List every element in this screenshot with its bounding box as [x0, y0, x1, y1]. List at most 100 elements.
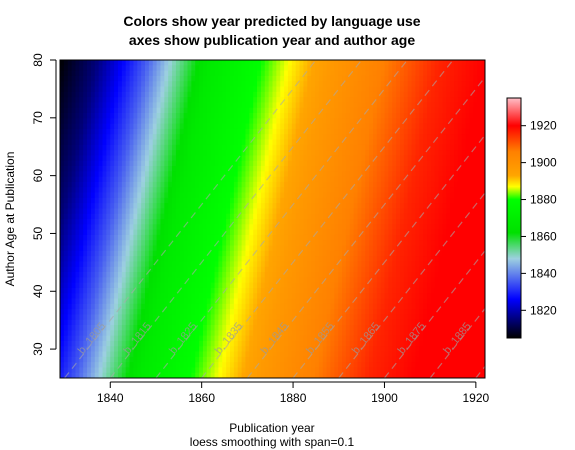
heatmap-cell [121, 81, 127, 88]
heatmap-cell [187, 234, 192, 241]
heatmap-cell [214, 97, 220, 103]
heatmap-cell [442, 160, 447, 167]
heatmap-cell [372, 134, 378, 141]
heatmap-cell [345, 208, 351, 215]
heatmap-cell [384, 113, 390, 119]
heatmap-cell [233, 234, 239, 241]
heatmap-cell [214, 266, 220, 273]
heatmap-cell [110, 287, 115, 294]
heatmap-cell [226, 139, 231, 146]
heatmap-cell [187, 245, 192, 252]
heatmap-cell [299, 203, 305, 209]
heatmap-cell [311, 123, 316, 130]
heatmap-cell [384, 240, 390, 247]
heatmap-cell [338, 144, 343, 151]
heatmap-cell [307, 203, 312, 209]
heatmap-cell [457, 197, 463, 204]
heatmap-cell [114, 282, 119, 289]
heatmap-cell [446, 187, 451, 194]
heatmap-cell [322, 234, 328, 241]
heatmap-cell [380, 181, 386, 188]
heatmap-cell [253, 166, 258, 172]
heatmap-cell [179, 272, 185, 278]
heatmap-cell [264, 261, 270, 268]
heatmap-cell [365, 75, 370, 82]
heatmap-cell [175, 107, 181, 114]
heatmap-cell [392, 245, 397, 252]
heatmap-cell [473, 97, 478, 103]
heatmap-cell [365, 256, 370, 262]
heatmap-cell [268, 187, 274, 194]
heatmap-cell [403, 166, 409, 172]
heatmap-cell [268, 208, 274, 215]
heatmap-cell [407, 134, 413, 141]
heatmap-cell [187, 250, 192, 257]
heatmap-cell [218, 245, 223, 252]
heatmap-cell [245, 123, 250, 130]
heatmap-cell [446, 70, 451, 77]
heatmap-cell [206, 75, 212, 82]
heatmap-cell [87, 107, 92, 114]
heatmap-cell [365, 86, 370, 93]
heatmap-cell [481, 128, 485, 135]
heatmap-cell [477, 107, 482, 114]
heatmap-cell [106, 113, 111, 119]
heatmap-cell [307, 181, 312, 188]
heatmap-cell [241, 150, 247, 156]
heatmap-cell [280, 203, 285, 209]
heatmap-cell [380, 123, 386, 130]
heatmap-cell [214, 293, 220, 300]
heatmap-cell [287, 187, 293, 194]
heatmap-cell [353, 293, 359, 300]
heatmap-cell [98, 293, 104, 300]
heatmap-cell [191, 266, 196, 273]
heatmap-cell [230, 266, 235, 273]
heatmap-cell [353, 229, 359, 236]
heatmap-cell [114, 70, 119, 77]
heatmap-cell [71, 118, 77, 125]
heatmap-cell [342, 192, 347, 199]
heatmap-cell [272, 219, 277, 225]
heatmap-cell [411, 86, 417, 93]
heatmap-cell [357, 203, 362, 209]
heatmap-cell [83, 181, 88, 188]
heatmap-cell [473, 240, 478, 247]
heatmap-cell [318, 118, 324, 125]
heatmap-cell [369, 75, 374, 82]
heatmap-cell [94, 224, 100, 231]
heatmap-cell [311, 240, 316, 247]
heatmap-cell [172, 139, 177, 146]
heatmap-cell [345, 128, 351, 135]
heatmap-cell [268, 203, 274, 209]
heatmap-cell [233, 245, 239, 252]
heatmap-cell [260, 150, 266, 156]
heatmap-cell [241, 166, 247, 172]
heatmap-cell [430, 266, 436, 273]
heatmap-cell [110, 197, 115, 204]
heatmap-cell [477, 75, 482, 82]
heatmap-cell [454, 81, 459, 88]
heatmap-cell [284, 160, 289, 167]
heatmap-cell [438, 81, 444, 88]
heatmap-cell [473, 113, 478, 119]
heatmap-cell [400, 229, 405, 236]
heatmap-cell [469, 192, 475, 199]
heatmap-cell [330, 203, 335, 209]
heatmap-cell [214, 155, 220, 162]
heatmap-cell [338, 113, 343, 119]
heatmap-cell [357, 118, 362, 125]
heatmap-cell [141, 261, 146, 268]
heatmap-cell [407, 282, 413, 289]
heatmap-cell [237, 86, 243, 93]
heatmap-cell [110, 171, 115, 178]
heatmap-cell [83, 277, 88, 284]
heatmap-cell [291, 118, 297, 125]
heatmap-cell [457, 256, 463, 262]
heatmap-cell [473, 261, 478, 268]
heatmap-cell [407, 234, 413, 241]
heatmap-cell [307, 261, 312, 268]
heatmap-cell [361, 107, 366, 114]
heatmap-cell [241, 118, 247, 125]
heatmap-cell [392, 187, 397, 194]
heatmap-cell [353, 97, 359, 103]
